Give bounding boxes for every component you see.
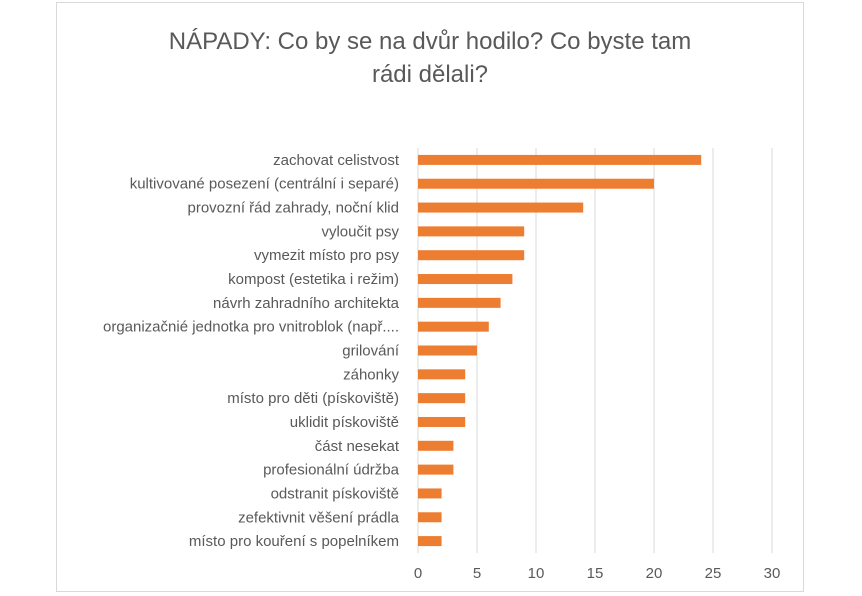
bar <box>418 464 454 475</box>
bar <box>418 440 454 451</box>
bar <box>418 416 466 427</box>
bar <box>418 154 702 165</box>
category-label: zefektivnit věšení prádla <box>238 509 400 526</box>
x-tick-label: 25 <box>705 565 722 582</box>
x-tick-labels: 0 5 10 15 20 25 30 <box>414 565 781 582</box>
category-label: návrh zahradního architekta <box>213 295 400 312</box>
category-label: vyloučit psy <box>321 223 399 240</box>
category-label: místo pro kouření s popelníkem <box>189 533 399 550</box>
chart-title: NÁPADY: Co by se na dvůr hodilo? Co byst… <box>168 28 692 88</box>
bar <box>418 345 477 356</box>
x-tick-label: 0 <box>414 565 422 582</box>
x-tick-label: 30 <box>764 565 781 582</box>
category-label: zachovat celistvost <box>273 152 400 169</box>
bar <box>418 369 466 380</box>
category-labels: zachovat celistvost kultivované posezení … <box>103 152 400 550</box>
category-label: záhonky <box>343 366 399 383</box>
category-label: místo pro děti (pískoviště) <box>227 390 399 407</box>
bar <box>418 178 654 189</box>
bars <box>418 154 702 547</box>
category-label: profesionální údržba <box>263 462 400 479</box>
bar <box>418 393 466 404</box>
category-label: kultivované posezení (centrální i separé… <box>130 176 399 193</box>
bar <box>418 226 525 237</box>
bar <box>418 202 584 213</box>
bar <box>418 321 489 332</box>
x-tick-label: 20 <box>646 565 663 582</box>
x-tick-label: 15 <box>587 565 604 582</box>
category-label: vymezit místo pro psy <box>254 247 400 264</box>
category-label: kompost (estetika i režim) <box>228 271 399 288</box>
bar <box>418 512 442 523</box>
bar <box>418 536 442 547</box>
bar <box>418 297 501 308</box>
x-tick-label: 5 <box>473 565 481 582</box>
category-label: část nesekat <box>315 438 400 455</box>
bar <box>418 488 442 499</box>
x-tick-label: 10 <box>528 565 545 582</box>
category-label: odstranit pískoviště <box>271 485 399 502</box>
category-label: grilování <box>342 343 400 360</box>
category-label: uklidit pískoviště <box>290 414 399 431</box>
bar <box>418 274 513 285</box>
category-label: provozní řád zahrady, noční klid <box>187 200 399 217</box>
category-label: organizačnié jednotka pro vnitroblok (na… <box>103 319 399 336</box>
bar <box>418 250 525 261</box>
